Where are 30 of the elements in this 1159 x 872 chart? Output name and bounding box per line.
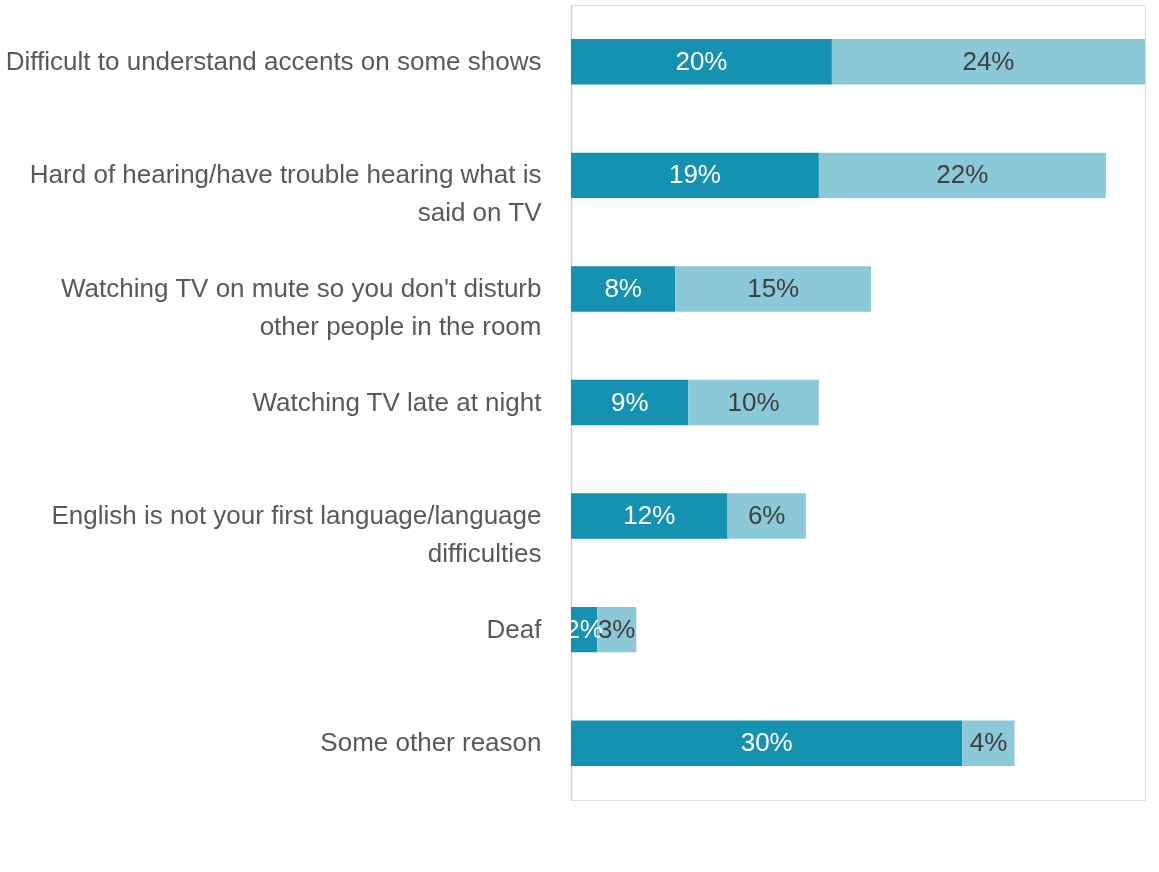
y-tick-label: English is not your first language/language difficulties bbox=[51, 500, 542, 569]
bar bbox=[571, 39, 832, 85]
bar bbox=[831, 39, 1145, 85]
y-tick-label: Some other reason bbox=[320, 727, 542, 758]
bar bbox=[727, 493, 806, 539]
data-label: 9% bbox=[610, 386, 649, 417]
data-label: 8% bbox=[604, 272, 642, 303]
data-label: 6% bbox=[747, 500, 786, 531]
data-label: 12% bbox=[623, 500, 676, 531]
data-label: 24% bbox=[962, 45, 1015, 76]
data-label: 30% bbox=[740, 727, 793, 758]
y-tick-label: Difficult to understand accents on some shows bbox=[5, 45, 542, 76]
bar bbox=[571, 493, 728, 539]
data-label: 10% bbox=[727, 386, 780, 417]
bar bbox=[571, 379, 689, 426]
bar bbox=[818, 152, 1106, 199]
data-label: 22% bbox=[936, 159, 989, 190]
y-tick-label: Deaf bbox=[486, 613, 543, 644]
y-tick-label: Watching TV on mute so you don't disturb other people in the room bbox=[61, 272, 542, 341]
y-tick-label: Watching TV late at night bbox=[252, 386, 543, 417]
bar bbox=[688, 379, 819, 426]
data-label: 19% bbox=[668, 159, 721, 190]
y-tick-label: Hard of hearing/have trouble hearing what is said on TV bbox=[29, 159, 543, 228]
bar bbox=[571, 152, 819, 199]
bar bbox=[675, 266, 872, 312]
data-label: 4% bbox=[969, 727, 1008, 758]
bar bbox=[571, 266, 676, 312]
data-label: 20% bbox=[675, 45, 728, 76]
data-label: 15% bbox=[747, 272, 800, 303]
bar bbox=[571, 720, 963, 766]
